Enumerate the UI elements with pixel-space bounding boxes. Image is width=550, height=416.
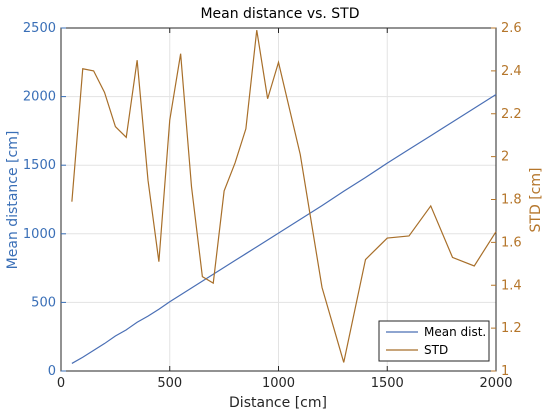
series-layer [71,30,497,364]
legend-label-mean: Mean dist. [424,325,486,339]
grid-lines [60,27,497,372]
left-y-tick-label: 0 [48,364,56,379]
right-y-tick-label: 1.4 [501,278,522,293]
left-y-tick-label: 1000 [23,227,56,242]
left-y-tick-label: 2000 [23,90,56,105]
left-y-tick-label: 500 [31,295,56,310]
right-y-tick-label: 1.8 [501,193,522,208]
right-y-tick-label: 2.2 [501,107,522,122]
x-tick-label: 1000 [262,376,295,391]
x-tick-label: 2000 [479,376,512,391]
x-tick-label: 1500 [371,376,404,391]
x-tick-label: 500 [157,376,182,391]
legend: Mean dist. STD [378,320,490,362]
left-y-tick-label: 2500 [23,21,56,36]
left-y-axis: 0 500 1000 1500 2000 2500 [23,21,66,379]
series-line-std [71,30,497,363]
legend-label-std: STD [424,343,448,357]
legend-box [378,320,490,362]
chart-title: Mean distance vs. STD [200,6,359,22]
right-y-tick-label: 1.2 [501,321,522,336]
x-axis: 0 500 1000 1500 2000 [57,28,513,391]
right-y-tick-label: 2.6 [501,21,522,36]
right-y-axis: 1 1.2 1.4 1.6 1.8 2 2.2 2.4 2.6 [491,21,522,379]
right-y-axis-label: STD [cm] [528,168,544,233]
left-y-axis-label: Mean distance [cm] [5,131,21,270]
series-line-mean-dist [71,94,497,364]
x-tick-label: 0 [57,376,65,391]
right-y-tick-label: 2 [501,150,509,165]
right-y-tick-label: 1 [501,364,509,379]
left-y-tick-label: 1500 [23,158,56,173]
right-y-tick-label: 2.4 [501,64,522,79]
right-y-tick-label: 1.6 [501,235,522,250]
x-axis-label: Distance [cm] [229,395,327,411]
